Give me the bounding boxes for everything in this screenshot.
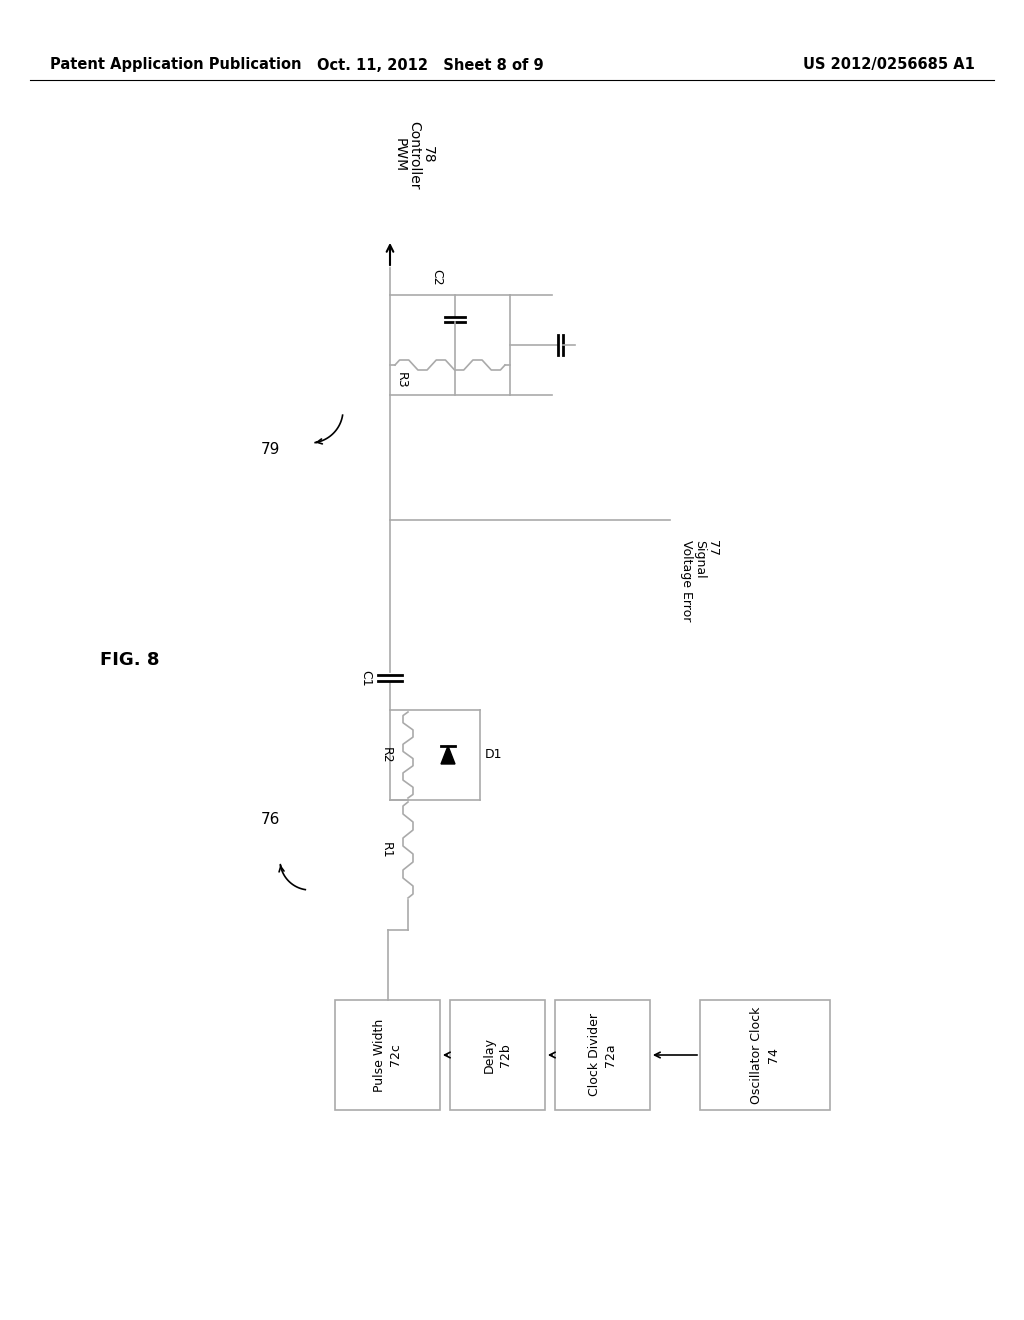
Text: 72a: 72a	[604, 1043, 617, 1067]
Text: D1: D1	[485, 748, 503, 762]
Text: US 2012/0256685 A1: US 2012/0256685 A1	[803, 58, 975, 73]
Text: FIG. 8: FIG. 8	[100, 651, 160, 669]
Text: R2: R2	[380, 747, 393, 763]
Text: 78: 78	[421, 147, 435, 164]
Text: 76: 76	[260, 813, 280, 828]
Text: Controller: Controller	[407, 120, 421, 189]
Text: C2: C2	[430, 269, 443, 285]
Text: 72c: 72c	[389, 1044, 402, 1067]
Text: 77: 77	[706, 540, 719, 556]
Text: Patent Application Publication: Patent Application Publication	[50, 58, 301, 73]
Text: Pulse Width: Pulse Width	[373, 1018, 386, 1092]
Text: PWM: PWM	[393, 137, 407, 172]
Bar	[700, 1001, 830, 1110]
Bar	[555, 1001, 650, 1110]
Text: 74: 74	[767, 1047, 779, 1063]
Text: C1: C1	[359, 669, 372, 686]
Text: R1: R1	[380, 842, 393, 858]
Text: Signal: Signal	[693, 540, 706, 578]
Bar	[335, 1001, 440, 1110]
Text: Voltage Error: Voltage Error	[680, 540, 693, 622]
Text: 72b: 72b	[499, 1043, 512, 1067]
Polygon shape	[441, 746, 455, 764]
Text: 79: 79	[260, 442, 280, 458]
Text: Clock Divider: Clock Divider	[588, 1014, 601, 1097]
Text: Oscillator Clock: Oscillator Clock	[751, 1006, 764, 1104]
Text: Oct. 11, 2012   Sheet 8 of 9: Oct. 11, 2012 Sheet 8 of 9	[316, 58, 544, 73]
Bar	[450, 1001, 545, 1110]
Text: R3: R3	[395, 372, 408, 388]
Text: Delay: Delay	[483, 1038, 496, 1073]
